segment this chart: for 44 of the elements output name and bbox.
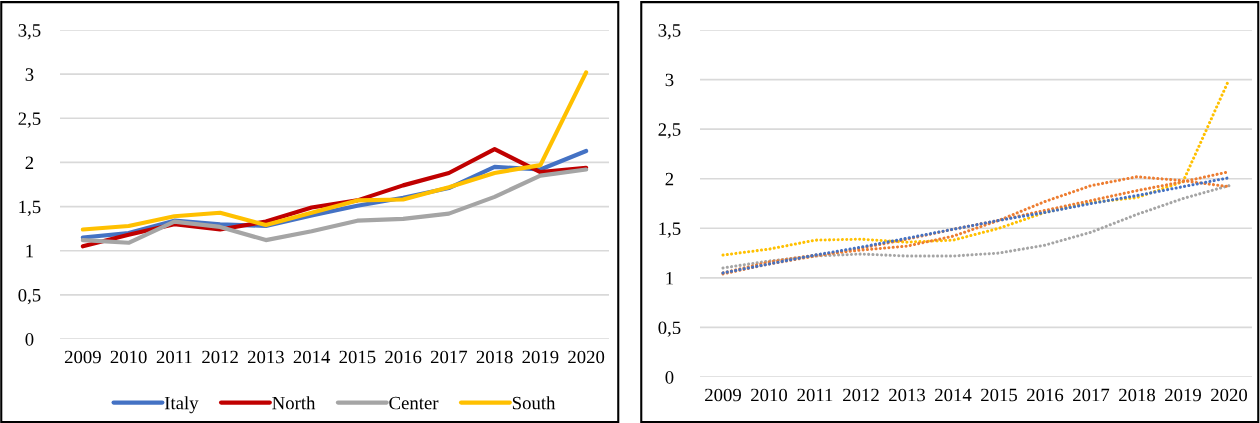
y-tick-label: 3 xyxy=(25,68,34,81)
x-tick-label: 2010 xyxy=(110,350,147,364)
x-tick-label: 2011 xyxy=(797,388,833,402)
x-tick-label: 2017 xyxy=(1073,388,1110,402)
x-tick-label: 2011 xyxy=(156,350,192,364)
x-tick-label: 2020 xyxy=(1211,388,1248,402)
legend-label: North xyxy=(272,396,316,410)
x-tick-label: 2009 xyxy=(64,350,101,364)
y-tick-label: 2,5 xyxy=(18,112,41,128)
x-tick-label: 2020 xyxy=(568,350,605,364)
x-tick-label: 2016 xyxy=(385,350,422,364)
y-tick-label: 2 xyxy=(25,156,34,169)
y-tick-label: 3,5 xyxy=(658,24,681,40)
x-tick-label: 2017 xyxy=(430,350,468,364)
x-tick-label: 2015 xyxy=(981,388,1018,402)
x-tick-label: 2010 xyxy=(751,388,788,402)
x-tick-label: 2019 xyxy=(522,350,559,364)
legend-label: Italy xyxy=(164,396,199,414)
y-tick-label: 2,5 xyxy=(658,123,681,139)
y-tick-label: 2 xyxy=(665,172,674,186)
x-tick-label: 2016 xyxy=(1027,388,1064,402)
y-tick-label: 3,5 xyxy=(18,24,41,40)
x-tick-label: 2013 xyxy=(247,350,284,364)
y-tick-label: 1,5 xyxy=(19,200,41,216)
x-tick-label: 2012 xyxy=(202,350,238,364)
y-tick-label: 1 xyxy=(26,244,34,258)
y-tick-label: 0 xyxy=(25,333,34,346)
y-tick-label: 0,5 xyxy=(658,321,681,337)
x-tick-label: 2018 xyxy=(476,350,513,364)
y-tick-label: 1 xyxy=(666,271,674,285)
x-tick-label: 2014 xyxy=(293,350,331,364)
x-tick-label: 2019 xyxy=(1165,388,1201,402)
x-tick-label: 2013 xyxy=(889,388,926,402)
x-tick-label: 2018 xyxy=(1119,388,1156,402)
x-tick-label: 2009 xyxy=(705,388,741,402)
x-tick-label: 2012 xyxy=(843,388,879,402)
x-tick-label: 2015 xyxy=(339,350,376,364)
legend-label: Center xyxy=(389,396,439,410)
y-tick-label: 3 xyxy=(665,73,674,87)
x-tick-label: 2014 xyxy=(935,388,972,402)
y-tick-label: 0,5 xyxy=(18,288,41,305)
y-tick-label: 0 xyxy=(665,371,674,384)
legend-label: South xyxy=(512,396,556,410)
y-tick-label: 1,5 xyxy=(659,222,681,238)
